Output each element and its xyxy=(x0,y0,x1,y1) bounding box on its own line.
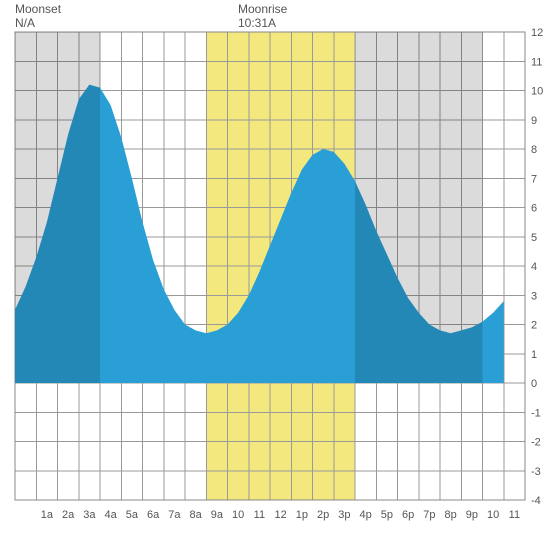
x-tick-label: 7p xyxy=(423,509,435,521)
y-tick-label: 10 xyxy=(531,86,543,98)
x-tick-label: 9a xyxy=(211,509,224,521)
moonrise-value: 10:31A xyxy=(238,16,287,30)
x-tick-label: 3p xyxy=(338,509,350,521)
x-tick-label: 7a xyxy=(168,509,181,521)
y-tick-label: 8 xyxy=(531,144,537,156)
x-tick-label: 1p xyxy=(296,509,308,521)
y-tick-label: -3 xyxy=(531,466,541,478)
night-band-1 xyxy=(355,32,483,383)
x-tick-label: 11 xyxy=(509,509,520,521)
x-tick-label: 12 xyxy=(275,509,287,521)
x-tick-label: 3a xyxy=(83,509,96,521)
moonrise-block: Moonrise 10:31A xyxy=(238,2,287,31)
x-tick-label: 4a xyxy=(105,509,118,521)
y-tick-label: 0 xyxy=(531,378,537,390)
y-tick-label: 2 xyxy=(531,320,537,332)
y-tick-label: 12 xyxy=(531,27,543,39)
moonset-label: Moonset xyxy=(15,2,61,16)
x-tick-label: 6a xyxy=(147,509,160,521)
x-tick-label: 9p xyxy=(466,509,478,521)
y-tick-label: -1 xyxy=(531,407,541,419)
moonrise-label: Moonrise xyxy=(238,2,287,16)
x-tick-label: 11 xyxy=(254,509,265,521)
night-band-0 xyxy=(15,32,100,383)
x-tick-label: 5p xyxy=(381,509,393,521)
y-tick-label: 7 xyxy=(531,173,537,185)
y-tick-label: 3 xyxy=(531,290,537,302)
y-tick-label: 4 xyxy=(531,261,537,273)
x-tick-label: 6p xyxy=(402,509,414,521)
x-tick-label: 10 xyxy=(487,509,499,521)
y-tick-label: 11 xyxy=(531,56,542,68)
x-tick-label: 8p xyxy=(445,509,457,521)
moonset-value: N/A xyxy=(15,16,61,30)
moonset-block: Moonset N/A xyxy=(15,2,61,31)
tide-chart: Moonset N/A Moonrise 10:31A -4-3-2-10123… xyxy=(0,0,550,550)
y-tick-label: 1 xyxy=(531,349,537,361)
y-tick-label: 5 xyxy=(531,232,537,244)
x-tick-label: 2a xyxy=(62,509,75,521)
x-tick-label: 10 xyxy=(232,509,244,521)
y-tick-label: 6 xyxy=(531,203,537,215)
x-tick-label: 5a xyxy=(126,509,139,521)
y-tick-label: -4 xyxy=(531,495,541,507)
y-tick-label: -2 xyxy=(531,437,541,449)
y-tick-label: 9 xyxy=(531,115,537,127)
x-tick-label: 1a xyxy=(41,509,54,521)
x-tick-label: 8a xyxy=(190,509,203,521)
chart-canvas: -4-3-2-101234567891011121a2a3a4a5a6a7a8a… xyxy=(0,0,550,550)
x-tick-label: 2p xyxy=(317,509,329,521)
x-tick-label: 4p xyxy=(360,509,372,521)
